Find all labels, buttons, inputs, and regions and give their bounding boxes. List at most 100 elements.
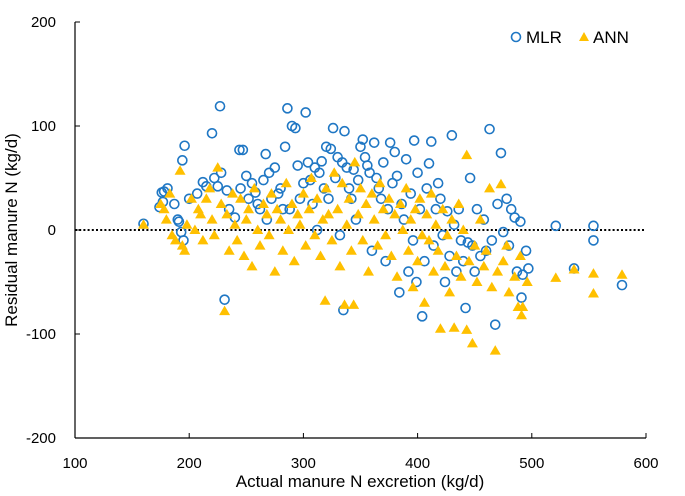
ann-point xyxy=(463,255,475,266)
ann-point xyxy=(265,188,277,198)
ann-point xyxy=(275,214,287,224)
mlr-point xyxy=(550,220,562,232)
ann-point xyxy=(341,219,353,229)
mlr-point xyxy=(375,193,387,205)
ann-point xyxy=(297,188,309,198)
ann-point xyxy=(303,203,315,214)
y-tick-label: 100 xyxy=(31,118,56,135)
ann-point xyxy=(450,250,462,260)
mlr-point xyxy=(214,100,226,112)
mlr-point xyxy=(177,155,188,166)
ann-point xyxy=(495,178,507,189)
mlr-point xyxy=(423,158,435,169)
ann-point xyxy=(466,337,478,348)
ann-point xyxy=(311,193,323,203)
ann-point xyxy=(208,229,220,240)
ann-point xyxy=(328,167,340,177)
ann-point xyxy=(374,177,386,188)
ann-point xyxy=(461,324,473,334)
ann-point xyxy=(432,245,444,255)
mlr-point xyxy=(407,235,419,246)
ann-point xyxy=(288,255,300,266)
ann-point xyxy=(174,165,186,175)
ann-point xyxy=(425,188,437,198)
mlr-point xyxy=(307,198,318,210)
ann-point xyxy=(616,269,628,279)
ann-point xyxy=(521,276,533,286)
mlr-point xyxy=(279,141,291,153)
mlr-point xyxy=(212,181,224,192)
ann-point xyxy=(402,245,414,255)
mlr-point xyxy=(302,157,314,168)
ann-point xyxy=(164,188,176,198)
mlr-point xyxy=(408,135,420,146)
mlr-point xyxy=(435,193,446,205)
ann-point xyxy=(471,276,483,286)
ann-point xyxy=(391,271,403,281)
mlr-point xyxy=(206,127,218,139)
ann-point xyxy=(197,234,209,245)
ann-point xyxy=(461,149,473,160)
ann-point xyxy=(323,208,335,219)
mlr-point xyxy=(489,319,501,330)
ann-point xyxy=(587,287,599,298)
x-tick-label: 500 xyxy=(519,455,544,472)
ann-point xyxy=(219,305,231,316)
ann-point xyxy=(437,203,449,214)
mlr-point xyxy=(368,137,380,148)
ann-point xyxy=(317,214,329,224)
x-tick-label: 600 xyxy=(633,455,658,472)
mlr-point xyxy=(241,170,252,182)
ann-point xyxy=(414,193,426,203)
mlr-point xyxy=(352,174,364,186)
ann-point xyxy=(412,255,424,266)
mlr-point xyxy=(366,245,378,257)
mlr-point xyxy=(426,136,437,147)
ann-point xyxy=(332,203,344,214)
mlr-point xyxy=(323,193,334,205)
mlr-point xyxy=(191,188,203,199)
axes: 100 200 300 400 500 600 200 100 0 -100 -200 xyxy=(26,14,659,472)
x-tick-label: 300 xyxy=(291,455,316,472)
ann-point xyxy=(235,193,247,203)
mlr-point xyxy=(439,276,451,288)
ann-point xyxy=(320,182,332,193)
mlr-point xyxy=(471,203,483,215)
legend-ann-marker xyxy=(579,32,589,41)
ann-point xyxy=(252,224,264,234)
ann-point xyxy=(478,260,490,271)
mlr-point xyxy=(219,294,230,305)
y-tick-label: -100 xyxy=(26,326,56,343)
mlr-point xyxy=(520,245,532,257)
mlr-point xyxy=(343,183,355,194)
mlr-point xyxy=(412,167,423,179)
ann-point xyxy=(181,219,193,229)
mlr-point xyxy=(411,276,422,288)
ann-point xyxy=(587,268,599,278)
ann-point xyxy=(357,234,369,245)
ann-point xyxy=(315,250,327,260)
mlr-point xyxy=(588,220,599,232)
ann-point xyxy=(516,309,528,320)
ann-point xyxy=(326,234,338,245)
ann-point xyxy=(348,299,360,309)
mlr-point xyxy=(282,103,293,114)
ann-point xyxy=(517,301,529,311)
ann-point xyxy=(397,224,409,234)
y-tick-label: 0 xyxy=(48,222,56,239)
ann-point xyxy=(514,250,526,260)
legend-ann-label: ANN xyxy=(593,28,629,47)
ann-point xyxy=(185,193,197,203)
ann-point xyxy=(319,295,331,305)
y-tick-label: -200 xyxy=(26,430,56,447)
ann-point xyxy=(179,245,191,255)
ann-point xyxy=(372,240,384,250)
ann-point xyxy=(212,162,224,172)
mlr-point xyxy=(364,167,375,179)
legend-mlr-label: MLR xyxy=(526,28,562,47)
ann-point xyxy=(309,229,321,240)
ann-point xyxy=(158,203,170,214)
mlr-point xyxy=(497,226,509,238)
mlr-point xyxy=(394,287,405,298)
x-tick-label: 200 xyxy=(177,455,202,472)
